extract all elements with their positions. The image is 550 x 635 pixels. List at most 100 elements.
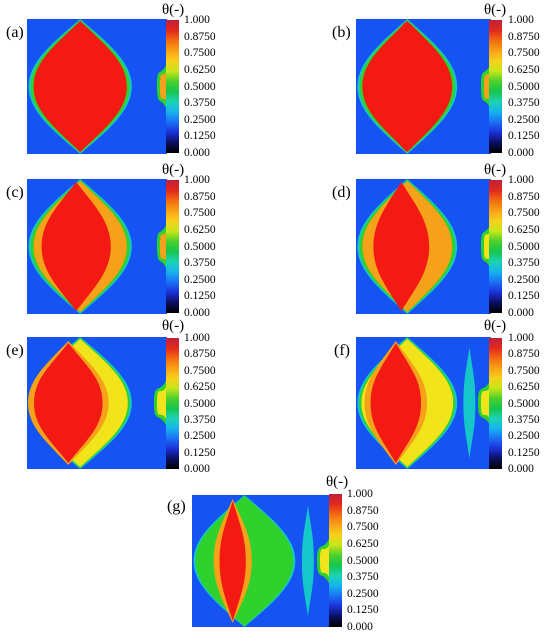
neighbor-hot-core — [157, 385, 167, 421]
colorbar-tick-label: 0.7500 — [184, 207, 216, 220]
colorbar — [489, 338, 502, 469]
colorbar-tick-label: 0.000 — [347, 621, 373, 633]
colorbar-tick-label: 0.3750 — [184, 97, 216, 110]
colorbar-tick-label: 0.2500 — [184, 113, 216, 126]
colorbar — [489, 180, 502, 313]
colorbar-tick-label: 0.8750 — [184, 30, 216, 43]
colorbar-title: θ(-) — [484, 2, 507, 18]
colorbar-tick-label: 0.8750 — [184, 348, 216, 361]
temperature-field-plot — [192, 495, 330, 627]
hot-core — [219, 501, 246, 621]
neighbor-hot-core — [160, 69, 167, 104]
temperature-field-plot — [356, 337, 491, 469]
panel-g: (g) θ(-) 1.000 0.8750 0.7500 0.6250 0.5000 0.… — [160, 474, 390, 634]
panel-a: (a) θ(-) 1.000 0.8750 0.7500 0.6250 0.5000 0.… — [0, 0, 270, 160]
hot-core — [34, 343, 103, 463]
colorbar-tick-label: 1.000 — [508, 332, 534, 344]
hot-core — [370, 343, 422, 463]
temperature-field-plot — [27, 337, 167, 469]
neighbor-hot-core — [481, 385, 491, 421]
colorbar-tick-label: 0.2500 — [184, 430, 216, 443]
colorbar-tick-label: 0.5000 — [184, 240, 216, 253]
panel-e: (e) θ(-) 1.000 0.8750 0.7500 0.6250 0.5000 0.… — [0, 316, 270, 476]
colorbar-tick-label: 0.3750 — [184, 413, 216, 426]
colorbar-tick-label: 0.1250 — [184, 290, 216, 303]
isotherm-streak — [463, 347, 476, 459]
colorbar-tick-label: 0.7500 — [508, 207, 540, 220]
colorbar-title: θ(-) — [162, 162, 185, 178]
colorbar-tick-label: 0.1250 — [508, 446, 540, 459]
panel-label: (g) — [167, 498, 186, 515]
colorbar-tick-label: 1.000 — [508, 14, 534, 26]
panel-label: (d) — [332, 184, 351, 201]
colorbar-tick-label: 1.000 — [508, 174, 534, 186]
colorbar-tick-label: 0.000 — [184, 307, 210, 319]
colorbar-title: θ(-) — [484, 162, 507, 178]
colorbar-tick-label: 0.2500 — [184, 273, 216, 286]
colorbar-tick-label: 0.8750 — [508, 30, 540, 43]
hot-core — [367, 22, 444, 151]
colorbar-tick-label: 0.000 — [184, 147, 210, 159]
colorbar-tick-label: 0.6250 — [508, 381, 540, 394]
colorbar-title: θ(-) — [162, 2, 185, 18]
temperature-field-plot — [356, 19, 491, 154]
colorbar-tick-label: 0.2500 — [508, 113, 540, 126]
neighbor-hot-core — [160, 229, 167, 264]
colorbar-tick-label: 0.000 — [508, 463, 534, 475]
colorbar — [329, 494, 342, 627]
colorbar-tick-label: 0.5000 — [347, 554, 379, 567]
colorbar-tick-label: 0.8750 — [508, 348, 540, 361]
colorbar-tick-label: 0.6250 — [184, 63, 216, 76]
colorbar-tick-label: 0.000 — [508, 147, 534, 159]
colorbar-tick-label: 0.8750 — [347, 504, 379, 517]
hot-core — [35, 22, 125, 151]
colorbar-tick-label: 0.7500 — [184, 364, 216, 377]
panel-label: (b) — [332, 24, 351, 41]
colorbar — [489, 20, 502, 153]
colorbar-tick-label: 0.6250 — [184, 223, 216, 236]
colorbar-tick-label: 0.6250 — [184, 381, 216, 394]
panel-f: (f) θ(-) 1.000 0.8750 0.7500 0.6250 0.5000 0.… — [328, 316, 550, 476]
colorbar-tick-label: 0.1250 — [508, 290, 540, 303]
colorbar-tick-label: 0.7500 — [184, 47, 216, 60]
panel-b: (b) θ(-) 1.000 0.8750 0.7500 0.6250 0.5000 0.… — [328, 0, 550, 160]
colorbar-tick-label: 0.6250 — [508, 63, 540, 76]
colorbar-tick-label: 0.8750 — [184, 190, 216, 203]
colorbar-tick-label: 0.1250 — [184, 130, 216, 143]
temperature-field-plot — [356, 179, 491, 314]
colorbar-tick-label: 0.5000 — [508, 80, 540, 93]
colorbar-tick-label: 0.8750 — [508, 190, 540, 203]
colorbar-tick-label: 0.000 — [184, 463, 210, 475]
colorbar-tick-label: 1.000 — [184, 14, 210, 26]
colorbar-tick-label: 0.2500 — [508, 430, 540, 443]
temperature-field-plot — [27, 179, 167, 314]
colorbar-tick-label: 1.000 — [347, 488, 373, 500]
colorbar-tick-label: 0.5000 — [184, 397, 216, 410]
colorbar-tick-label: 0.3750 — [347, 571, 379, 584]
colorbar-tick-label: 0.2500 — [347, 587, 379, 600]
isotherm-streak — [301, 505, 314, 617]
colorbar-tick-label: 0.3750 — [508, 97, 540, 110]
colorbar-tick-label: 0.3750 — [184, 257, 216, 270]
colorbar-tick-label: 1.000 — [184, 332, 210, 344]
hot-core — [373, 182, 430, 311]
colorbar-tick-label: 0.5000 — [508, 240, 540, 253]
colorbar-tick-label: 0.5000 — [184, 80, 216, 93]
colorbar-tick-label: 0.1250 — [508, 130, 540, 143]
colorbar-tick-label: 0.5000 — [508, 397, 540, 410]
colorbar-tick-label: 0.000 — [508, 307, 534, 319]
colorbar-title: θ(-) — [484, 318, 507, 334]
colorbar-title: θ(-) — [162, 318, 185, 334]
hot-core — [41, 182, 111, 311]
colorbar — [166, 20, 179, 153]
panel-d: (d) θ(-) 1.000 0.8750 0.7500 0.6250 0.5000 0.… — [328, 160, 550, 320]
colorbar-tick-label: 0.7500 — [347, 521, 379, 534]
colorbar-tick-label: 0.2500 — [508, 273, 540, 286]
neighbor-hot-core — [320, 543, 330, 579]
colorbar-tick-label: 0.3750 — [508, 413, 540, 426]
panel-label: (f) — [334, 342, 350, 359]
colorbar-tick-label: 0.6250 — [508, 223, 540, 236]
colorbar — [166, 338, 179, 469]
colorbar-tick-label: 1.000 — [184, 174, 210, 186]
colorbar-tick-label: 0.1250 — [347, 604, 379, 617]
